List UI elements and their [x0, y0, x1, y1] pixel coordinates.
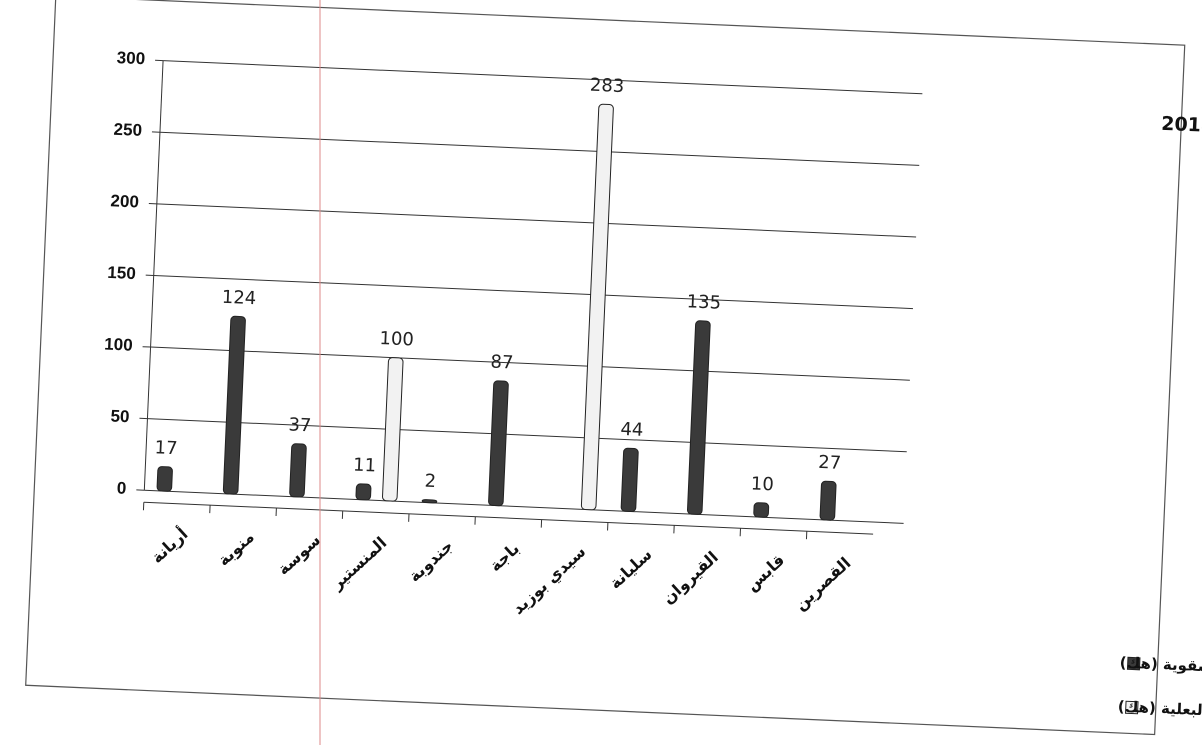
grid-line	[156, 203, 917, 238]
legend-swatch	[1126, 656, 1141, 671]
value-label: 135	[686, 291, 721, 313]
y-axis	[143, 60, 164, 491]
grid-line	[144, 489, 904, 524]
legend-swatch	[1125, 700, 1139, 715]
y-tick-label: 50	[110, 407, 130, 427]
value-label: 2	[424, 471, 436, 492]
chart-border	[25, 0, 1186, 736]
grid-line	[153, 274, 913, 310]
y-tick-label: 0	[117, 479, 127, 498]
bar	[222, 315, 246, 495]
value-label: 17	[154, 437, 178, 459]
y-tick-label: 250	[113, 120, 142, 140]
y-tick-label: 300	[116, 48, 145, 68]
value-label: 283	[589, 75, 624, 97]
bar	[753, 502, 770, 518]
value-label: 10	[750, 473, 774, 495]
y-tick-label: 100	[104, 335, 133, 355]
value-label: 100	[379, 328, 414, 350]
value-label: 87	[490, 352, 514, 374]
bar	[620, 447, 639, 513]
y-tick-label: 150	[107, 263, 136, 283]
bar	[488, 380, 509, 507]
bar	[819, 480, 837, 521]
bar	[686, 320, 711, 515]
value-label: 124	[221, 287, 256, 309]
grid-line	[159, 131, 920, 166]
bar	[580, 103, 614, 511]
bar	[355, 483, 372, 501]
bar	[156, 466, 173, 492]
bar	[382, 357, 404, 502]
grid-line	[150, 346, 910, 381]
grid-line	[163, 60, 923, 95]
bar	[421, 499, 438, 504]
chart-frame: توزيع المساحات المرسمة خلال سنة 2018 050…	[25, 0, 1202, 736]
y-tick-label: 200	[110, 191, 139, 211]
bar	[289, 443, 307, 498]
value-label: 27	[818, 452, 842, 474]
value-label: 44	[620, 419, 644, 441]
value-label: 37	[288, 414, 312, 436]
value-label: 11	[353, 455, 377, 477]
x-axis	[143, 501, 874, 535]
grid-line	[147, 418, 907, 453]
